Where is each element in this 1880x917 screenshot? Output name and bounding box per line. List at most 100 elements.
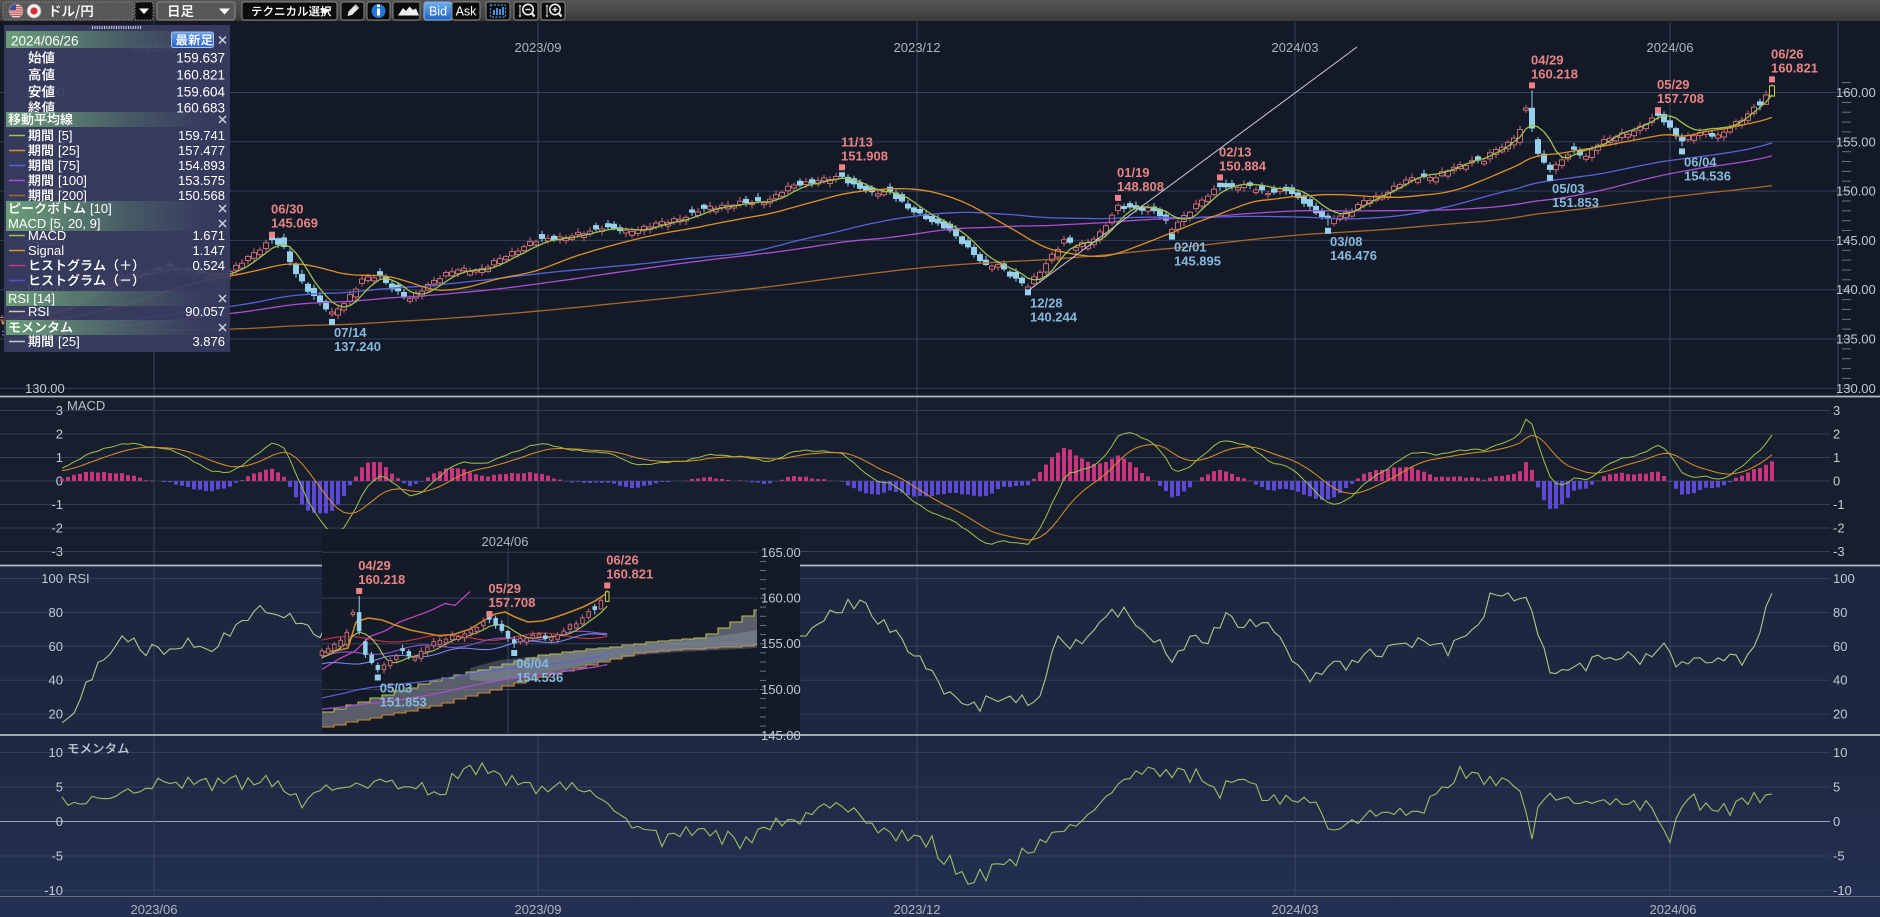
svg-text:160.821: 160.821 bbox=[1771, 60, 1818, 75]
svg-text:20: 20 bbox=[49, 707, 63, 722]
svg-text:2024/03: 2024/03 bbox=[1272, 902, 1319, 917]
svg-text:[25]: [25] bbox=[58, 334, 80, 349]
svg-text:Signal: Signal bbox=[28, 243, 64, 258]
svg-text:140.00: 140.00 bbox=[1836, 282, 1876, 297]
svg-text:06/30: 06/30 bbox=[271, 202, 304, 217]
svg-text:1: 1 bbox=[56, 450, 63, 465]
svg-text:0: 0 bbox=[1833, 814, 1840, 829]
svg-text:40: 40 bbox=[49, 673, 63, 688]
svg-text:RSI: RSI bbox=[68, 571, 90, 586]
svg-text:0: 0 bbox=[56, 474, 63, 489]
svg-text:2024/03: 2024/03 bbox=[1272, 40, 1319, 55]
svg-text:-5: -5 bbox=[1833, 849, 1845, 864]
svg-text:3: 3 bbox=[56, 403, 63, 418]
svg-text:130.00: 130.00 bbox=[1836, 381, 1876, 396]
svg-text:154.893: 154.893 bbox=[178, 158, 225, 173]
svg-text:06/04: 06/04 bbox=[516, 656, 549, 671]
svg-text:07/14: 07/14 bbox=[334, 325, 367, 340]
svg-text:06/26: 06/26 bbox=[1771, 46, 1804, 61]
svg-text:1.671: 1.671 bbox=[192, 228, 225, 243]
svg-text:151.908: 151.908 bbox=[841, 148, 888, 163]
svg-text:2024/06: 2024/06 bbox=[1650, 902, 1697, 917]
svg-text:06/04: 06/04 bbox=[1684, 154, 1717, 169]
svg-text:-2: -2 bbox=[1833, 521, 1845, 536]
svg-text:-10: -10 bbox=[1833, 883, 1852, 898]
svg-text:-5: -5 bbox=[51, 849, 63, 864]
svg-text:-1: -1 bbox=[51, 497, 63, 512]
svg-text:60: 60 bbox=[1833, 639, 1847, 654]
svg-text:160.00: 160.00 bbox=[1836, 85, 1876, 100]
svg-text:RSI: RSI bbox=[28, 304, 50, 319]
svg-text:10: 10 bbox=[49, 745, 63, 760]
svg-text:03/08: 03/08 bbox=[1330, 234, 1363, 249]
svg-text:[200]: [200] bbox=[58, 188, 87, 203]
svg-text:140.244: 140.244 bbox=[1030, 309, 1078, 324]
svg-text:04/29: 04/29 bbox=[358, 558, 391, 573]
svg-text:-1: -1 bbox=[1833, 497, 1845, 512]
svg-text:100: 100 bbox=[1833, 571, 1855, 586]
svg-text:157.708: 157.708 bbox=[1657, 91, 1704, 106]
svg-text:159.604: 159.604 bbox=[176, 85, 225, 100]
svg-text:05/29: 05/29 bbox=[1657, 77, 1690, 92]
svg-text:2023/12: 2023/12 bbox=[894, 40, 941, 55]
svg-text:151.853: 151.853 bbox=[380, 695, 427, 710]
svg-text:-3: -3 bbox=[1833, 544, 1845, 559]
svg-text:Bid: Bid bbox=[429, 5, 447, 19]
svg-text:5: 5 bbox=[56, 780, 63, 795]
svg-text:1: 1 bbox=[1833, 450, 1840, 465]
svg-text:RSI [14]: RSI [14] bbox=[8, 291, 55, 306]
svg-text:11/13: 11/13 bbox=[841, 134, 873, 149]
svg-text:155.00: 155.00 bbox=[761, 636, 801, 651]
svg-text:150.00: 150.00 bbox=[1836, 184, 1876, 199]
svg-text:06/26: 06/26 bbox=[606, 553, 639, 568]
svg-text:2023/09: 2023/09 bbox=[515, 40, 562, 55]
svg-text:05/29: 05/29 bbox=[488, 581, 521, 596]
svg-text:40: 40 bbox=[1833, 673, 1847, 688]
svg-text:157.477: 157.477 bbox=[178, 143, 225, 158]
svg-text:155.00: 155.00 bbox=[1836, 134, 1876, 149]
svg-text:148.808: 148.808 bbox=[1117, 179, 1164, 194]
svg-text:10: 10 bbox=[1833, 745, 1847, 760]
svg-text:160.00: 160.00 bbox=[761, 591, 801, 606]
svg-text:80: 80 bbox=[49, 605, 63, 620]
svg-text:130.00: 130.00 bbox=[25, 381, 65, 396]
svg-text:2024/06/26: 2024/06/26 bbox=[11, 34, 79, 49]
svg-text:146.476: 146.476 bbox=[1330, 248, 1377, 263]
svg-text:MACD: MACD bbox=[67, 398, 105, 413]
svg-text:160.821: 160.821 bbox=[176, 68, 225, 83]
svg-text:154.536: 154.536 bbox=[516, 670, 563, 685]
svg-text:0: 0 bbox=[1833, 474, 1840, 489]
svg-text:80: 80 bbox=[1833, 605, 1847, 620]
svg-text:165.00: 165.00 bbox=[761, 545, 801, 560]
svg-text:145.00: 145.00 bbox=[1836, 233, 1876, 248]
svg-text:160.821: 160.821 bbox=[606, 567, 653, 582]
svg-text:05/03: 05/03 bbox=[1552, 181, 1585, 196]
svg-text:2: 2 bbox=[1833, 427, 1840, 442]
svg-text:0: 0 bbox=[56, 814, 63, 829]
svg-text:[5]: [5] bbox=[58, 128, 72, 143]
svg-text:Ask: Ask bbox=[456, 5, 478, 19]
svg-text:2024/06: 2024/06 bbox=[1647, 40, 1694, 55]
svg-text:160.218: 160.218 bbox=[1531, 66, 1578, 81]
svg-text:2023/09: 2023/09 bbox=[515, 902, 562, 917]
svg-text:137.240: 137.240 bbox=[334, 339, 381, 354]
svg-text:5: 5 bbox=[1833, 780, 1840, 795]
svg-text:160.218: 160.218 bbox=[358, 572, 405, 587]
svg-text:1.147: 1.147 bbox=[192, 243, 225, 258]
svg-text:145.069: 145.069 bbox=[271, 216, 318, 231]
svg-text:145.895: 145.895 bbox=[1174, 254, 1221, 269]
svg-text:-3: -3 bbox=[51, 544, 63, 559]
svg-text:151.853: 151.853 bbox=[1552, 195, 1599, 210]
svg-text:04/29: 04/29 bbox=[1531, 52, 1564, 67]
svg-text:157.708: 157.708 bbox=[488, 595, 535, 610]
svg-text:159.637: 159.637 bbox=[176, 51, 225, 66]
svg-text:MACD [5, 20, 9]: MACD [5, 20, 9] bbox=[8, 216, 100, 231]
svg-text:-2: -2 bbox=[51, 521, 63, 536]
svg-text:[10]: [10] bbox=[90, 201, 112, 216]
svg-text:150.568: 150.568 bbox=[178, 188, 225, 203]
svg-text:MACD: MACD bbox=[28, 228, 66, 243]
svg-text:[100]: [100] bbox=[58, 173, 87, 188]
svg-text:02/13: 02/13 bbox=[1219, 144, 1252, 159]
svg-text:160.683: 160.683 bbox=[176, 101, 225, 116]
svg-text:01/19: 01/19 bbox=[1117, 165, 1150, 180]
